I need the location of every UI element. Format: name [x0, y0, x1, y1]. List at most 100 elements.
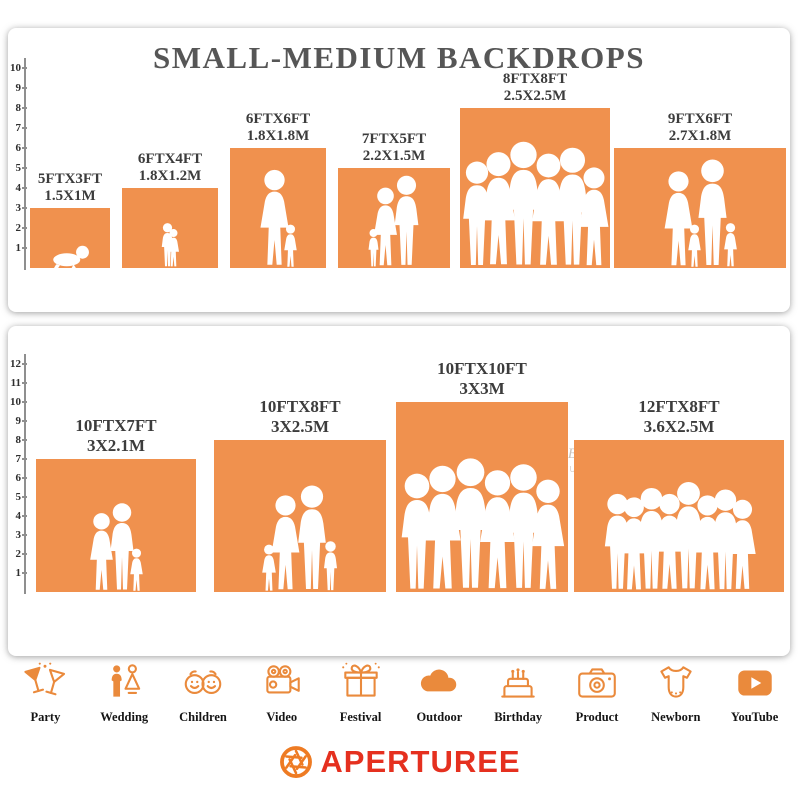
woman-silhouette	[728, 499, 756, 589]
silhouette-group	[36, 459, 196, 592]
category-label: Wedding	[100, 710, 149, 724]
backdrop-size-label: 7FTX5FT 2.2X1.5M	[362, 131, 426, 168]
y-tick-1: 1	[8, 241, 27, 255]
backdrop-bar-8x8: 8FTX8FT 2.5X2.5M	[460, 71, 610, 268]
size-m: 2.2X1.5M	[362, 148, 426, 164]
category-festival: Festival	[321, 660, 400, 725]
silhouette-group	[230, 148, 326, 268]
category-label: YouTube	[730, 710, 779, 724]
category-row: Party Wedding	[6, 660, 794, 725]
category-newborn: Newborn	[636, 660, 715, 725]
silhouette-group	[338, 168, 450, 268]
panel-large: 12 11 10 9 8 7 6 5 4 3 2 1 Aperturee Bac…	[8, 326, 790, 656]
size-ft: 10FTX8FT	[259, 397, 341, 416]
backdrop-size-label: 10FTX10FT 3X3M	[437, 359, 527, 402]
y-tick-12: 12	[10, 358, 27, 370]
y-tick-6: 6	[8, 471, 27, 485]
woman-silhouette	[531, 479, 565, 589]
backdrop-size-label: 8FTX8FT 2.5X2.5M	[503, 71, 567, 108]
category-label: Outdoor	[416, 710, 463, 724]
silhouette-group	[214, 440, 386, 592]
size-ft: 10FTX7FT	[75, 416, 157, 435]
backdrop-bar-9x6: 9FTX6FT 2.7X1.8M	[614, 111, 786, 268]
backdrop-bar-12x8: 12FTX8FT 3.6X2.5M	[574, 397, 784, 592]
category-wedding: Wedding	[85, 660, 164, 725]
backdrop-bar-10x7: 10FTX7FT 3X2.1M	[36, 416, 196, 592]
size-m: 2.5X2.5M	[503, 88, 567, 104]
category-label: Children	[179, 710, 227, 724]
backdrop-size-label: 9FTX6FT 2.7X1.8M	[668, 111, 732, 148]
size-ft: 6FTX6FT	[245, 111, 311, 127]
brand-logo: APERTUREE	[0, 744, 800, 780]
y-tick-11: 11	[8, 376, 27, 390]
backdrop-bar-6x4: 6FTX4FT 1.8X1.2M	[122, 151, 218, 268]
gift-icon	[341, 662, 380, 697]
child-silhouette	[167, 229, 180, 267]
wedding-couple-icon	[111, 664, 141, 697]
y-tick-6: 6	[8, 141, 27, 155]
silhouette-group	[122, 188, 218, 268]
video-camera-icon	[266, 665, 300, 694]
play-button-icon	[737, 670, 772, 696]
party-cheers-icon	[24, 662, 66, 696]
y-tick-5: 5	[8, 161, 27, 175]
y-tick-4: 4	[8, 509, 27, 523]
size-m: 2.7X1.8M	[668, 128, 732, 144]
chart-title: SMALL-MEDIUM BACKDROPS	[153, 40, 645, 75]
category-birthday: Birthday	[479, 660, 558, 725]
baby-silhouette	[52, 245, 89, 268]
children-faces-icon	[184, 670, 222, 694]
y-tick-7: 7	[8, 121, 27, 135]
silhouette-group	[30, 208, 110, 268]
woman-silhouette	[579, 167, 609, 266]
y-tick-3: 3	[8, 201, 27, 215]
child-silhouette	[284, 224, 297, 267]
category-video: Video	[242, 660, 321, 725]
size-m: 1.8X1.8M	[246, 128, 310, 144]
category-label: Newborn	[651, 710, 701, 724]
category-label: Party	[30, 710, 61, 724]
y-tick-3: 3	[8, 528, 27, 542]
cloud-icon	[421, 669, 457, 692]
category-label: Product	[575, 710, 619, 724]
category-label: Festival	[339, 710, 382, 724]
baby-onesie-icon	[660, 666, 692, 698]
size-ft: 8FTX8FT	[502, 71, 568, 87]
backdrop-bar-5x3: 5FTX3FT 1.5X1M	[30, 171, 110, 268]
backdrop-bar-7x5: 7FTX5FT 2.2X1.5M	[338, 131, 450, 268]
y-axis-line	[24, 58, 26, 270]
y-tick-2: 2	[8, 221, 27, 235]
size-ft: 5FTX3FT	[37, 171, 103, 187]
backdrop-size-label: 10FTX7FT 3X2.1M	[75, 416, 156, 459]
backdrop-size-label: 5FTX3FT 1.5X1M	[38, 171, 102, 208]
y-tick-9: 9	[8, 414, 27, 428]
category-youtube: YouTube	[715, 660, 794, 725]
y-tick-9: 9	[8, 81, 27, 95]
size-ft: 7FTX5FT	[361, 131, 427, 147]
size-m: 3X2.1M	[86, 436, 146, 455]
category-party: Party	[6, 660, 85, 725]
backdrop-size-label: 6FTX6FT 1.8X1.8M	[246, 111, 310, 148]
category-children: Children	[164, 660, 243, 725]
category-label: Video	[266, 710, 298, 724]
panel-small-medium: SMALL-MEDIUM BACKDROPS 10 9 8 7 6 5 4 3 …	[8, 28, 790, 312]
size-m: 3.6X2.5M	[643, 417, 715, 436]
y-tick-10: 10	[10, 62, 27, 74]
y-tick-8: 8	[8, 101, 27, 115]
backdrop-bar-6x6: 6FTX6FT 1.8X1.8M	[230, 111, 326, 268]
silhouette-group	[574, 440, 784, 592]
y-tick-7: 7	[8, 452, 27, 466]
y-tick-10: 10	[10, 396, 27, 408]
man-silhouette	[394, 175, 418, 265]
size-ft: 6FTX4FT	[137, 151, 203, 167]
y-tick-5: 5	[8, 490, 27, 504]
backdrop-size-label: 12FTX8FT 3.6X2.5M	[638, 397, 719, 440]
size-m: 1.5X1M	[44, 188, 96, 204]
backdrop-bar-10x10: 10FTX10FT 3X3M	[396, 359, 568, 592]
size-ft: 12FTX8FT	[638, 397, 720, 416]
photo-camera-icon	[578, 668, 616, 698]
size-m: 1.8X1.2M	[138, 168, 202, 184]
silhouette-group	[614, 148, 786, 268]
child-silhouette	[724, 223, 737, 267]
child-silhouette	[323, 541, 338, 591]
